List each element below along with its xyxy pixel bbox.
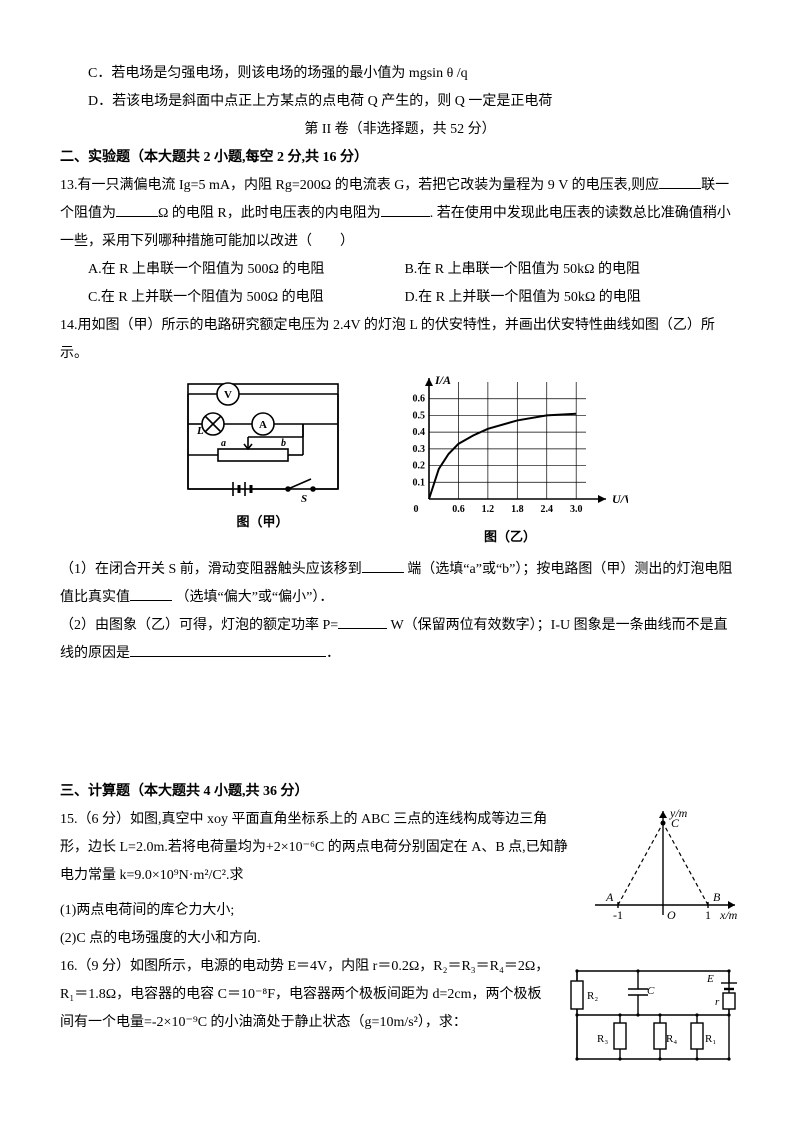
svg-text:2.4: 2.4 (540, 504, 553, 515)
figure-triangle: ABCO-11y/mx/m (585, 805, 740, 946)
q13-blank-1[interactable] (659, 173, 701, 189)
svg-text:b: b (281, 438, 286, 449)
q14-2a: （2）由图象（乙）可得，灯泡的额定功率 P= (60, 618, 338, 633)
q13-opt-b[interactable]: B.在 R 上串联一个阻值为 50kΩ 的电阻 (404, 256, 717, 284)
svg-text:E: E (706, 973, 714, 985)
option-c: C．若电场是匀强电场，则该电场的场强的最小值为 mgsin θ /q (60, 60, 740, 88)
q13-opt-a[interactable]: A.在 R 上串联一个阻值为 500Ω 的电阻 (88, 256, 401, 284)
section-2-title: 二、实验题（本大题共 2 小题,每空 2 分,共 16 分） (60, 144, 740, 172)
svg-text:0: 0 (413, 504, 418, 515)
svg-text:R₄: R₄ (666, 1033, 677, 1045)
svg-text:0.6: 0.6 (412, 394, 425, 405)
figure-rc: R₂ R₃ R₄ R₁ C Er (565, 959, 740, 1080)
q13-text-1: 13.有一只满偏电流 Ig=5 mA，内阻 Rg=200Ω 的电流表 G，若把它… (60, 178, 659, 193)
q14-1c: （选填“偏大”或“偏小”）． (176, 590, 334, 605)
svg-text:0.4: 0.4 (412, 427, 425, 438)
svg-text:0.5: 0.5 (412, 410, 425, 421)
svg-text:R₃: R₃ (597, 1033, 608, 1045)
q13: 13.有一只满偏电流 Ig=5 mA，内阻 Rg=200Ω 的电流表 G，若把它… (60, 172, 740, 256)
q14-1-blank2[interactable] (130, 585, 172, 601)
q13-blank-2[interactable] (116, 201, 158, 217)
svg-text:C: C (647, 985, 655, 997)
q13-blank-3[interactable] (381, 201, 430, 217)
svg-text:0.3: 0.3 (412, 444, 425, 455)
q14-1a: （1）在闭合开关 S 前，滑动变阻器触头应该移到 (60, 562, 362, 577)
part2-title: 第 II 卷（非选择题，共 52 分） (60, 116, 740, 144)
svg-text:I/A: I/A (434, 374, 451, 387)
svg-text:A: A (259, 419, 267, 431)
svg-text:R₁: R₁ (705, 1033, 716, 1045)
figure-jia: V L A (173, 374, 353, 550)
q13-opt-d[interactable]: D.在 R 上并联一个阻值为 50kΩ 的电阻 (404, 284, 717, 312)
q13-options: A.在 R 上串联一个阻值为 500Ω 的电阻 B.在 R 上串联一个阻值为 5… (60, 256, 740, 312)
svg-text:U/V: U/V (612, 492, 628, 506)
section-3-title: 三、计算题（本大题共 4 小题,共 36 分） (60, 778, 740, 806)
svg-text:0.2: 0.2 (412, 461, 425, 472)
svg-text:-1: -1 (613, 908, 623, 922)
svg-text:1.2: 1.2 (481, 504, 494, 515)
q14-2: （2）由图象（乙）可得，灯泡的额定功率 P= W（保留两位有效数字）；I-U 图… (60, 612, 740, 668)
svg-text:1.8: 1.8 (511, 504, 524, 515)
svg-text:r: r (715, 996, 720, 1008)
svg-text:3.0: 3.0 (569, 504, 582, 515)
q14-2-blank2[interactable] (130, 641, 326, 657)
svg-text:B: B (713, 890, 721, 904)
option-d: D．若该电场是斜面中点正上方某点的点电荷 Q 产生的，则 Q 一定是正电荷 (60, 88, 740, 116)
svg-text:S: S (301, 493, 307, 505)
svg-text:0.6: 0.6 (452, 504, 465, 515)
figure-row: V L A (60, 374, 740, 550)
svg-text:O: O (667, 908, 676, 922)
svg-text:x/m: x/m (719, 908, 738, 922)
q14-2-blank1[interactable] (338, 613, 387, 629)
q14-1: （1）在闭合开关 S 前，滑动变阻器触头应该移到 端（选填“a”或“b”）；按电… (60, 556, 740, 612)
svg-text:L: L (196, 425, 204, 437)
svg-text:A: A (605, 890, 614, 904)
q13-text-3: Ω 的电阻 R，此时电压表的内电阻为 (158, 206, 381, 221)
svg-text:1: 1 (705, 908, 711, 922)
svg-text:a: a (221, 438, 226, 449)
q14-1-blank1[interactable] (362, 557, 404, 573)
figure-yi-label: 图（乙） (393, 524, 628, 550)
figure-jia-label: 图（甲） (173, 509, 353, 535)
figure-yi: 0.6 1.2 1.8 2.4 3.0 0.1 0.2 0.3 0.4 0.5 0.6 0 U/V I/A… (393, 374, 628, 550)
svg-text:y/m: y/m (669, 806, 688, 820)
svg-text:0.1: 0.1 (412, 477, 425, 488)
svg-text:V: V (224, 389, 232, 401)
q14-intro: 14.用如图（甲）所示的电路研究额定电压为 2.4V 的灯泡 L 的伏安特性，并… (60, 312, 740, 368)
q13-opt-c[interactable]: C.在 R 上并联一个阻值为 500Ω 的电阻 (88, 284, 401, 312)
svg-text:R₂: R₂ (587, 990, 598, 1002)
